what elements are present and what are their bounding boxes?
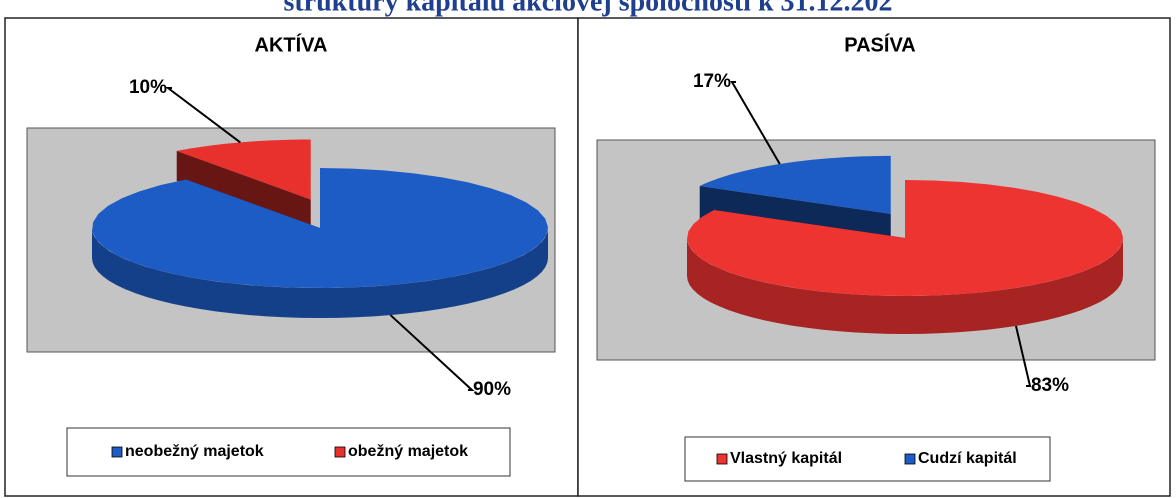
leader-line — [389, 314, 475, 391]
legend-label: neobežný majetok — [125, 443, 264, 460]
slice-top — [92, 168, 548, 288]
pie-slice — [687, 180, 1123, 334]
leader-line — [165, 87, 241, 144]
slice-top — [176, 139, 311, 200]
legend-label: Vlastný kapitál — [730, 450, 842, 467]
pie-slice — [92, 168, 548, 318]
legend-swatch — [716, 453, 728, 465]
slice-side — [687, 238, 1123, 334]
legend-swatch — [904, 453, 916, 465]
legend-label: obežný majetok — [348, 443, 468, 460]
heading: štruktúry kapitálu akciovej spoločnosti … — [283, 0, 892, 17]
legend-box — [684, 436, 1051, 482]
legend-swatch — [334, 446, 346, 458]
data-label: 17% — [693, 71, 731, 92]
slice-top — [687, 180, 1123, 296]
leader-line — [1014, 325, 1032, 387]
legend-box — [66, 427, 511, 477]
slice-cut-wall — [176, 150, 311, 230]
chart-title: AKTÍVA — [255, 33, 328, 56]
chart-title: PASÍVA — [844, 33, 916, 56]
slice-side — [92, 228, 548, 318]
slice-top — [699, 155, 891, 214]
data-label: 90% — [473, 379, 511, 400]
pie-slice — [176, 139, 311, 230]
data-label: 83% — [1031, 375, 1069, 396]
data-label: 10% — [129, 77, 167, 98]
legend-label: Cudzí kapitál — [918, 450, 1017, 467]
legend-swatch — [111, 446, 123, 458]
leader-line — [730, 81, 781, 165]
